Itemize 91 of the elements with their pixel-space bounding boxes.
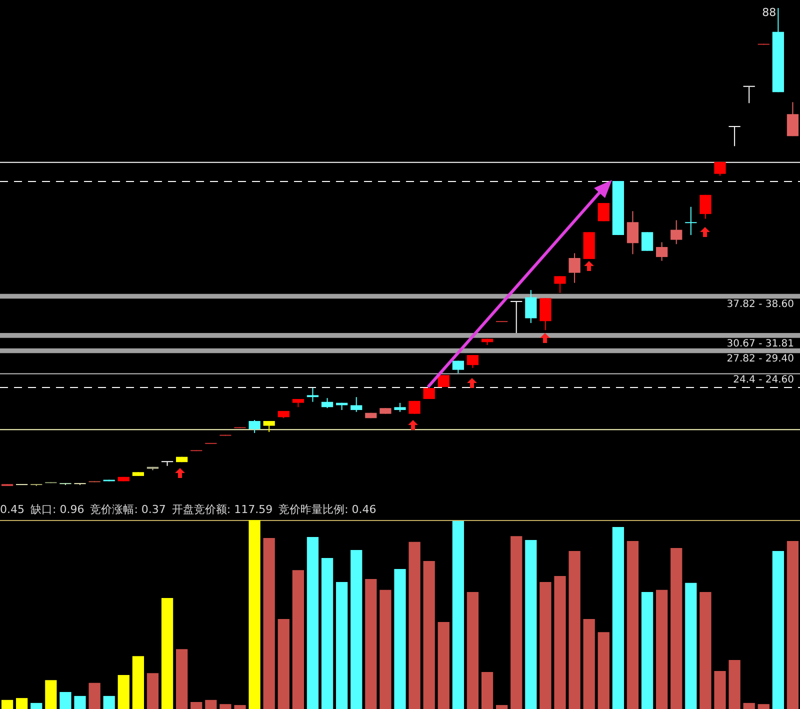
bar [598,632,610,709]
candlestick [656,242,668,262]
bar [496,705,508,709]
bar [365,578,377,709]
bar [772,550,784,709]
bar [626,540,639,709]
bar [263,538,275,709]
bar [132,656,144,709]
candlestick [641,232,654,252]
bar [786,540,799,709]
bar [248,520,260,709]
candlestick [626,210,639,255]
bar [510,536,522,709]
candlestick [350,396,362,412]
bar [336,582,348,709]
bar [728,660,740,709]
bar [743,702,755,709]
bar [205,700,217,709]
bar [568,550,580,709]
bar [540,582,552,709]
bar [234,705,246,709]
band-label: 24.4 - 24.60 [733,374,794,386]
bar [190,702,202,709]
bar [60,692,72,709]
bar [74,696,86,709]
bar [583,619,595,709]
bar [700,592,712,709]
bar [554,576,566,709]
bar [1,700,14,709]
bar [641,592,654,709]
bar [146,673,159,709]
candlestick [670,220,682,245]
bar [278,619,290,709]
bar [45,680,57,709]
candlestick [525,290,537,324]
bar [103,696,115,709]
candlestick [568,252,580,284]
band-label: 37.82 - 38.60 [726,299,794,310]
bar [350,550,362,709]
text: 缺口: 0.96 [30,502,84,516]
candlestick [321,398,334,409]
bar [30,702,42,709]
candlestick [452,360,464,374]
bar [685,582,697,709]
candlestick [394,402,406,412]
bar [466,592,479,709]
candlestick [700,194,712,220]
bar [656,590,668,709]
candlestick [598,202,610,222]
bar [306,537,319,709]
text: 竞价涨幅: 0.37 [90,502,166,516]
candlestick [685,206,697,236]
candlestick [248,420,260,434]
bar [525,540,537,709]
bar [292,570,304,709]
candlestick [786,102,799,137]
candlestick [554,276,566,294]
candlestick [306,388,319,402]
candlestick [161,461,174,466]
bar [714,671,726,709]
candlestick [74,483,86,486]
bar [452,520,464,709]
bar [161,598,174,709]
text: 竞价昨量比例: 0.46 [278,502,376,516]
candlestick [743,86,755,104]
bar [758,704,770,709]
bar [394,568,406,709]
bar [321,558,334,709]
bar [88,682,100,709]
bar [481,672,494,709]
candlestick [540,298,552,331]
band-label: 27.82 - 29.40 [726,354,794,365]
text: 开盘竞价额: 117.59 [172,502,273,516]
candlestick [466,354,479,368]
bar [118,674,130,709]
bar [423,561,435,709]
text: 0.45 [0,502,24,516]
candlestick [510,300,522,334]
annotation: 88 [762,6,776,19]
candlestick [728,126,740,147]
candlestick [714,161,726,176]
bar [670,548,682,709]
bar [176,649,188,709]
bar [612,526,624,709]
bar [408,542,420,709]
candlestick [408,400,420,414]
bar [438,622,450,709]
bar [380,590,392,709]
bar [16,698,28,709]
band-label: 30.67 - 31.81 [726,338,794,350]
bar [220,704,232,709]
